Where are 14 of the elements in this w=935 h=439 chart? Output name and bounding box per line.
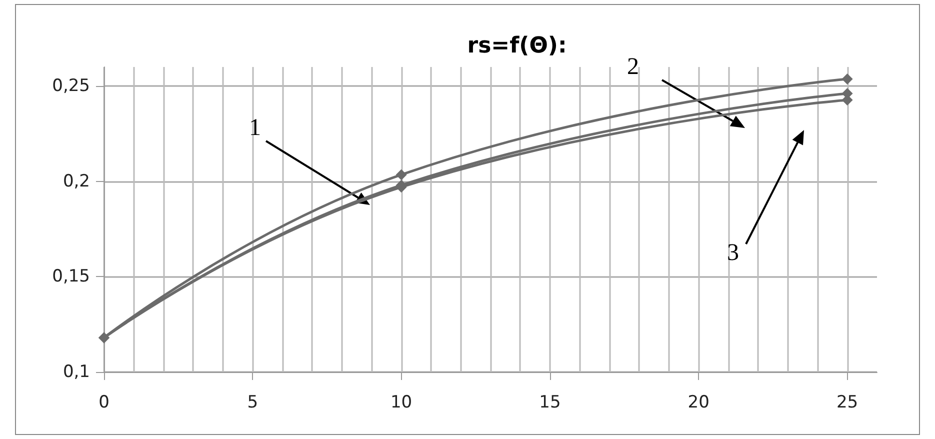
x-tick-label: 5: [247, 392, 258, 412]
annotation: 2: [627, 54, 639, 80]
y-tick-label: 0,25: [52, 76, 90, 96]
y-tick-label: 0,1: [62, 362, 90, 382]
y-tick-label: 0,2: [62, 171, 90, 192]
x-tick-label: 10: [390, 392, 412, 412]
chart-title: rs=f(Θ):: [467, 34, 567, 58]
x-tick-label: 15: [539, 392, 561, 412]
y-tick-label: 0,15: [52, 266, 90, 287]
x-tick-label: 20: [688, 392, 710, 412]
annotation: 1: [249, 115, 261, 141]
x-tick-label: 0: [98, 392, 110, 412]
annotation: 3: [727, 240, 739, 266]
x-tick-label: 25: [836, 392, 858, 412]
